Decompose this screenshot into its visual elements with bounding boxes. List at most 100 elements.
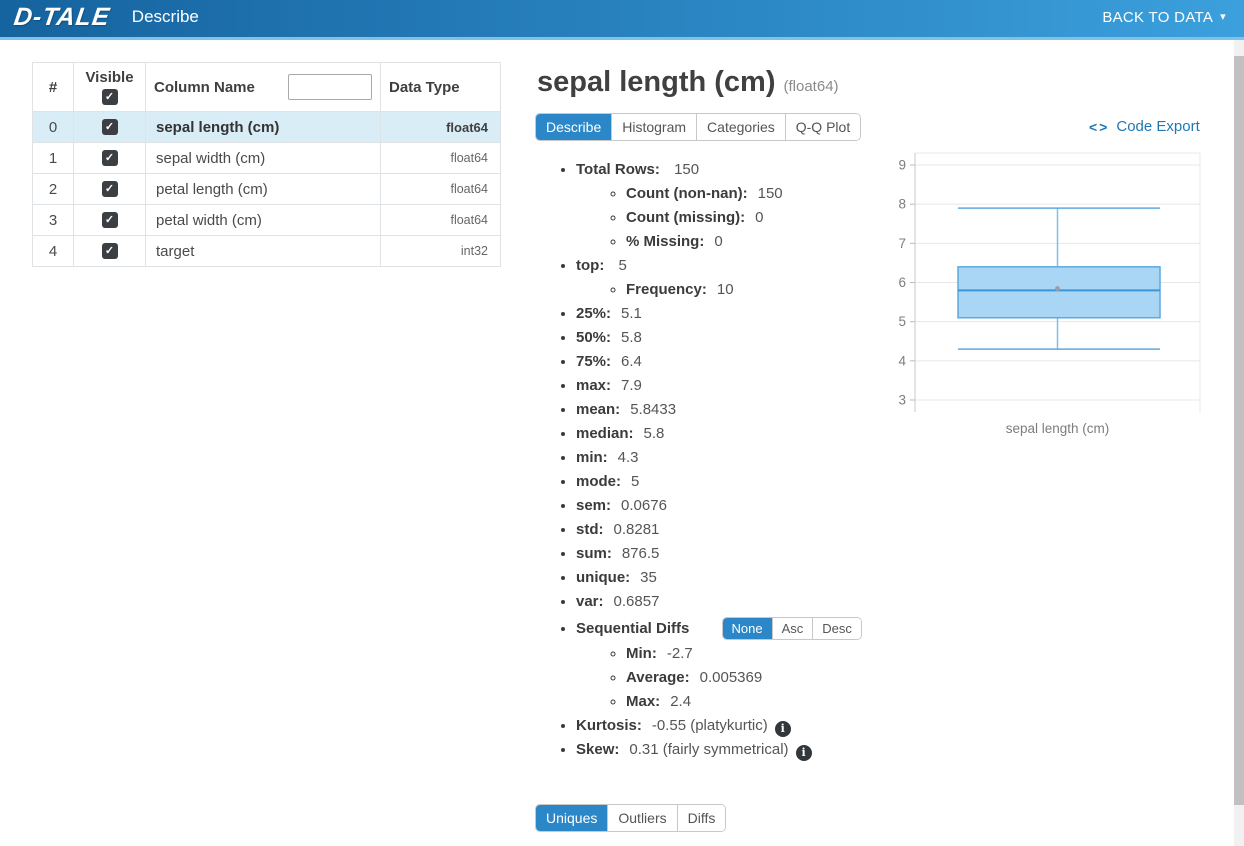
stat-max: max: 7.9 — [576, 374, 930, 398]
tab-categories[interactable]: Categories — [696, 114, 785, 140]
visible-cell: ✓ — [73, 111, 146, 143]
stat-value: 5.1 — [621, 305, 642, 322]
stat-value: 150 — [757, 185, 783, 202]
column-name-cell[interactable]: target — [145, 235, 381, 267]
dtype-cell: float64 — [380, 142, 501, 174]
column-name-cell[interactable]: sepal width (cm) — [145, 142, 381, 174]
boxplot-chart[interactable]: 3 4 5 6 7 8 9 sepal length (cm) — [888, 150, 1208, 440]
visible-checkbox[interactable]: ✓ — [101, 212, 118, 228]
back-to-data-button[interactable]: BACK TO DATA ▾ — [1102, 9, 1226, 26]
stat-label: 50%: — [576, 329, 612, 346]
stat-25pct: 25%: 5.1 — [576, 302, 930, 326]
visible-cell: ✓ — [73, 142, 146, 174]
row-index: 4 — [32, 235, 74, 267]
app-header: D-TALE Describe BACK TO DATA ▾ — [0, 0, 1244, 40]
info-icon[interactable]: i — [774, 721, 791, 737]
column-name-cell[interactable]: sepal length (cm) — [145, 111, 381, 143]
stat-value: 0.6857 — [613, 593, 660, 610]
stat-value: 6.4 — [621, 353, 642, 370]
table-row-sepal-width[interactable]: 1 ✓ sepal width (cm) float64 — [32, 142, 501, 174]
column-name-cell[interactable]: petal width (cm) — [145, 204, 381, 236]
y-tick-label: 9 — [898, 158, 906, 173]
seq-diff-tab-none[interactable]: None — [722, 618, 772, 639]
dtype-cell: float64 — [380, 111, 501, 143]
tab-uniques[interactable]: Uniques — [536, 805, 608, 831]
boxplot-box — [957, 266, 1161, 319]
index-column-header: # — [32, 62, 74, 112]
code-export-link[interactable]: <> Code Export — [1089, 118, 1200, 135]
column-name-filter-input[interactable] — [288, 74, 372, 100]
tab-histogram[interactable]: Histogram — [611, 114, 697, 140]
row-index: 1 — [32, 142, 74, 174]
stat-kurtosis: Kurtosis: -0.55 (platykurtic) i — [576, 714, 930, 738]
table-row-sepal-length[interactable]: 0 ✓ sepal length (cm) float64 — [32, 111, 501, 143]
back-to-data-label: BACK TO DATA — [1102, 8, 1214, 26]
check-icon: ✓ — [104, 244, 115, 257]
stat-count-non-nan: Count (non-nan): 150 — [626, 182, 930, 206]
stat-label: sem: — [576, 497, 612, 514]
stat-75pct: 75%: 6.4 — [576, 350, 930, 374]
tab-diffs[interactable]: Diffs — [676, 805, 726, 831]
visible-cell: ✓ — [73, 235, 146, 267]
column-name-cell[interactable]: petal length (cm) — [145, 173, 381, 205]
visible-header-label: Visible — [85, 69, 134, 86]
stat-label: min: — [576, 449, 608, 466]
stat-label: std: — [576, 521, 604, 538]
code-export-label: Code Export — [1116, 118, 1200, 135]
stat-value: 7.9 — [621, 377, 642, 394]
stat-value: 5 — [618, 257, 627, 274]
table-row-petal-width[interactable]: 3 ✓ petal width (cm) float64 — [32, 204, 501, 236]
stat-label: var: — [576, 593, 604, 610]
stat-label: Average: — [626, 669, 690, 686]
stat-value: 5.8 — [643, 425, 665, 442]
stat-50pct: 50%: 5.8 — [576, 326, 930, 350]
stat-label: Kurtosis: — [576, 717, 642, 734]
x-axis-label: sepal length (cm) — [1006, 421, 1110, 436]
y-tick-label: 7 — [898, 236, 906, 251]
stat-label: Sequential Diffs — [576, 620, 690, 637]
columns-table: # Visible ✓ Column Name Data Type — [32, 62, 501, 267]
stat-pct-missing: % Missing: 0 — [626, 230, 930, 254]
page-scrollbar-thumb[interactable] — [1234, 56, 1244, 805]
tab-qq-plot[interactable]: Q-Q Plot — [784, 114, 861, 140]
row-index: 2 — [32, 173, 74, 205]
tab-describe[interactable]: Describe — [536, 114, 612, 140]
info-icon[interactable]: i — [795, 745, 812, 761]
check-icon: ✓ — [104, 213, 115, 226]
stat-label: Count (non-nan): — [626, 185, 748, 202]
dtale-logo[interactable]: D-TALE — [12, 2, 112, 31]
stat-value: 2.4 — [670, 693, 692, 710]
stat-value: 0 — [714, 233, 723, 250]
seq-diff-tab-asc[interactable]: Asc — [771, 618, 813, 639]
stat-label: % Missing: — [626, 233, 705, 250]
dtype-cell: int32 — [380, 235, 501, 267]
table-row-target[interactable]: 4 ✓ target int32 — [32, 235, 501, 267]
stat-value: 5.8 — [621, 329, 642, 346]
stat-value: 5 — [631, 473, 640, 490]
visible-checkbox[interactable]: ✓ — [101, 119, 118, 135]
table-row-petal-length[interactable]: 2 ✓ petal length (cm) float64 — [32, 173, 501, 205]
tab-outliers[interactable]: Outliers — [607, 805, 677, 831]
seq-diff-max: Max: 2.4 — [626, 690, 930, 714]
selected-column-dtype: (float64) — [783, 78, 839, 95]
toggle-all-visible-checkbox[interactable]: ✓ — [101, 89, 118, 105]
stat-label: Min: — [626, 645, 657, 662]
mean-dot — [1055, 286, 1060, 292]
stat-label: sum: — [576, 545, 612, 562]
stat-value: 35 — [640, 569, 657, 586]
columns-table-header-row: # Visible ✓ Column Name Data Type — [32, 62, 501, 112]
visible-checkbox[interactable]: ✓ — [101, 181, 118, 197]
stat-label: Skew: — [576, 741, 620, 758]
seq-diff-tab-desc[interactable]: Desc — [812, 618, 861, 639]
y-tick-label: 6 — [898, 275, 906, 290]
visible-checkbox[interactable]: ✓ — [101, 243, 118, 259]
row-index: 3 — [32, 204, 74, 236]
check-icon: ✓ — [104, 120, 115, 133]
stat-value: 876.5 — [621, 545, 660, 562]
stat-value: 10 — [716, 281, 734, 298]
stat-mean: mean: 5.8433 — [576, 398, 930, 422]
columns-panel: # Visible ✓ Column Name Data Type — [32, 62, 501, 267]
stat-label: Total Rows: — [576, 161, 660, 178]
visible-column-header: Visible ✓ — [73, 62, 146, 112]
visible-checkbox[interactable]: ✓ — [101, 150, 118, 166]
